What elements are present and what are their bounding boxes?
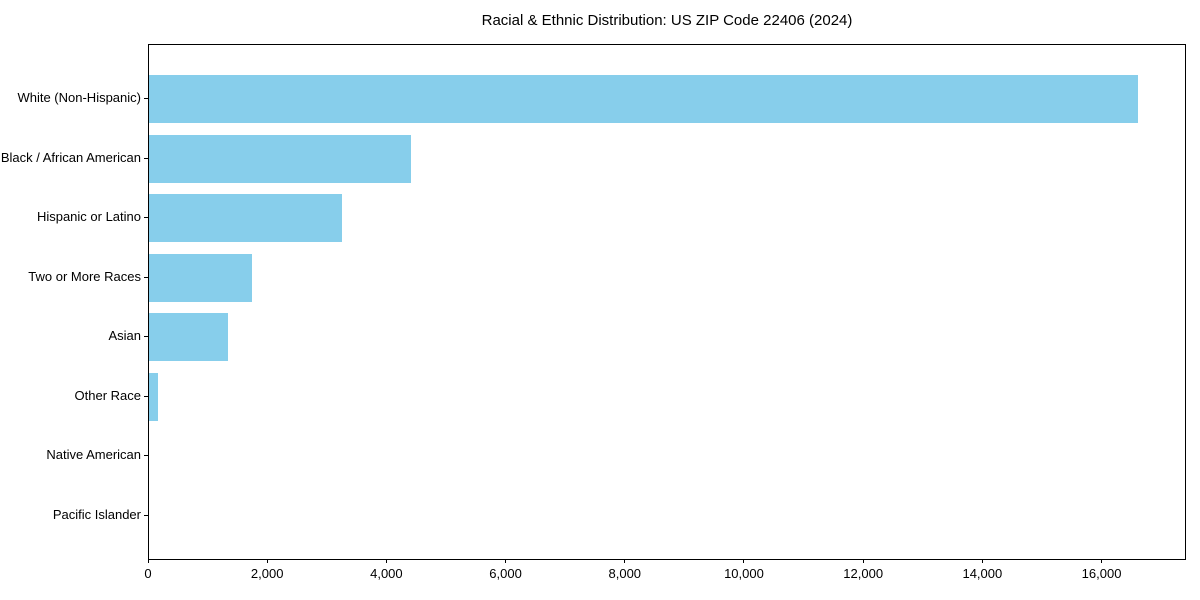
chart-title: Racial & Ethnic Distribution: US ZIP Cod… (481, 12, 853, 29)
bar-black-african-american (149, 134, 412, 183)
x-tick-mark (1101, 559, 1103, 563)
x-tick-label-8000: 8,000 (608, 566, 642, 581)
y-tick-mark (144, 395, 148, 397)
x-tick-mark (147, 559, 149, 563)
y-tick-label-hispanic-or-latino: Hispanic or Latino (36, 209, 141, 225)
y-tick-label-two-or-more-races: Two or More Races (28, 268, 141, 284)
bar-white-non-hispanic (149, 75, 1139, 123)
x-tick-label-0: 0 (144, 566, 152, 581)
x-tick-mark (505, 559, 507, 563)
y-tick-mark (144, 336, 148, 338)
x-tick-label-12000: 12,000 (843, 566, 884, 581)
x-tick-label-6000: 6,000 (489, 566, 522, 581)
bars-layer (149, 45, 1185, 559)
x-tick-mark (624, 559, 626, 563)
y-tick-mark (144, 455, 148, 457)
x-tick-mark (743, 559, 745, 563)
y-tick-mark (144, 217, 148, 219)
bar-other-race (149, 372, 158, 421)
y-tick-mark (144, 157, 148, 159)
x-tick-mark (862, 559, 864, 563)
x-tick-mark (385, 559, 387, 563)
y-axis-labels: White (Non-Hispanic) Black / African Amer… (0, 0, 141, 600)
y-tick-label-black-african-american: Black / African American (0, 149, 141, 165)
y-tick-label-native-american: Native American (46, 447, 141, 463)
x-tick-label-2000: 2,000 (250, 566, 284, 581)
bar-hispanic-or-latino (149, 194, 342, 243)
bar-two-or-more-races (149, 253, 253, 302)
x-tick-label-10000: 10,000 (724, 566, 764, 581)
x-tick-label-16000: 16,000 (1081, 566, 1122, 581)
y-tick-mark (144, 276, 148, 278)
x-tick-mark (981, 559, 983, 563)
x-tick-mark (266, 559, 268, 563)
y-tick-mark (144, 98, 148, 99)
bar-asian (149, 313, 229, 362)
y-tick-label-other-race: Other Race (74, 387, 141, 403)
x-tick-label-14000: 14,000 (962, 566, 1003, 581)
x-tick-label-4000: 4,000 (370, 566, 403, 581)
y-tick-label-asian: Asian (108, 328, 141, 344)
plot-area (148, 44, 1186, 560)
y-tick-label-white-non-hispanic: White (Non-Hispanic) (17, 90, 141, 105)
y-tick-label-pacific-islander: Pacific Islander (52, 506, 141, 522)
y-tick-mark (144, 514, 148, 516)
